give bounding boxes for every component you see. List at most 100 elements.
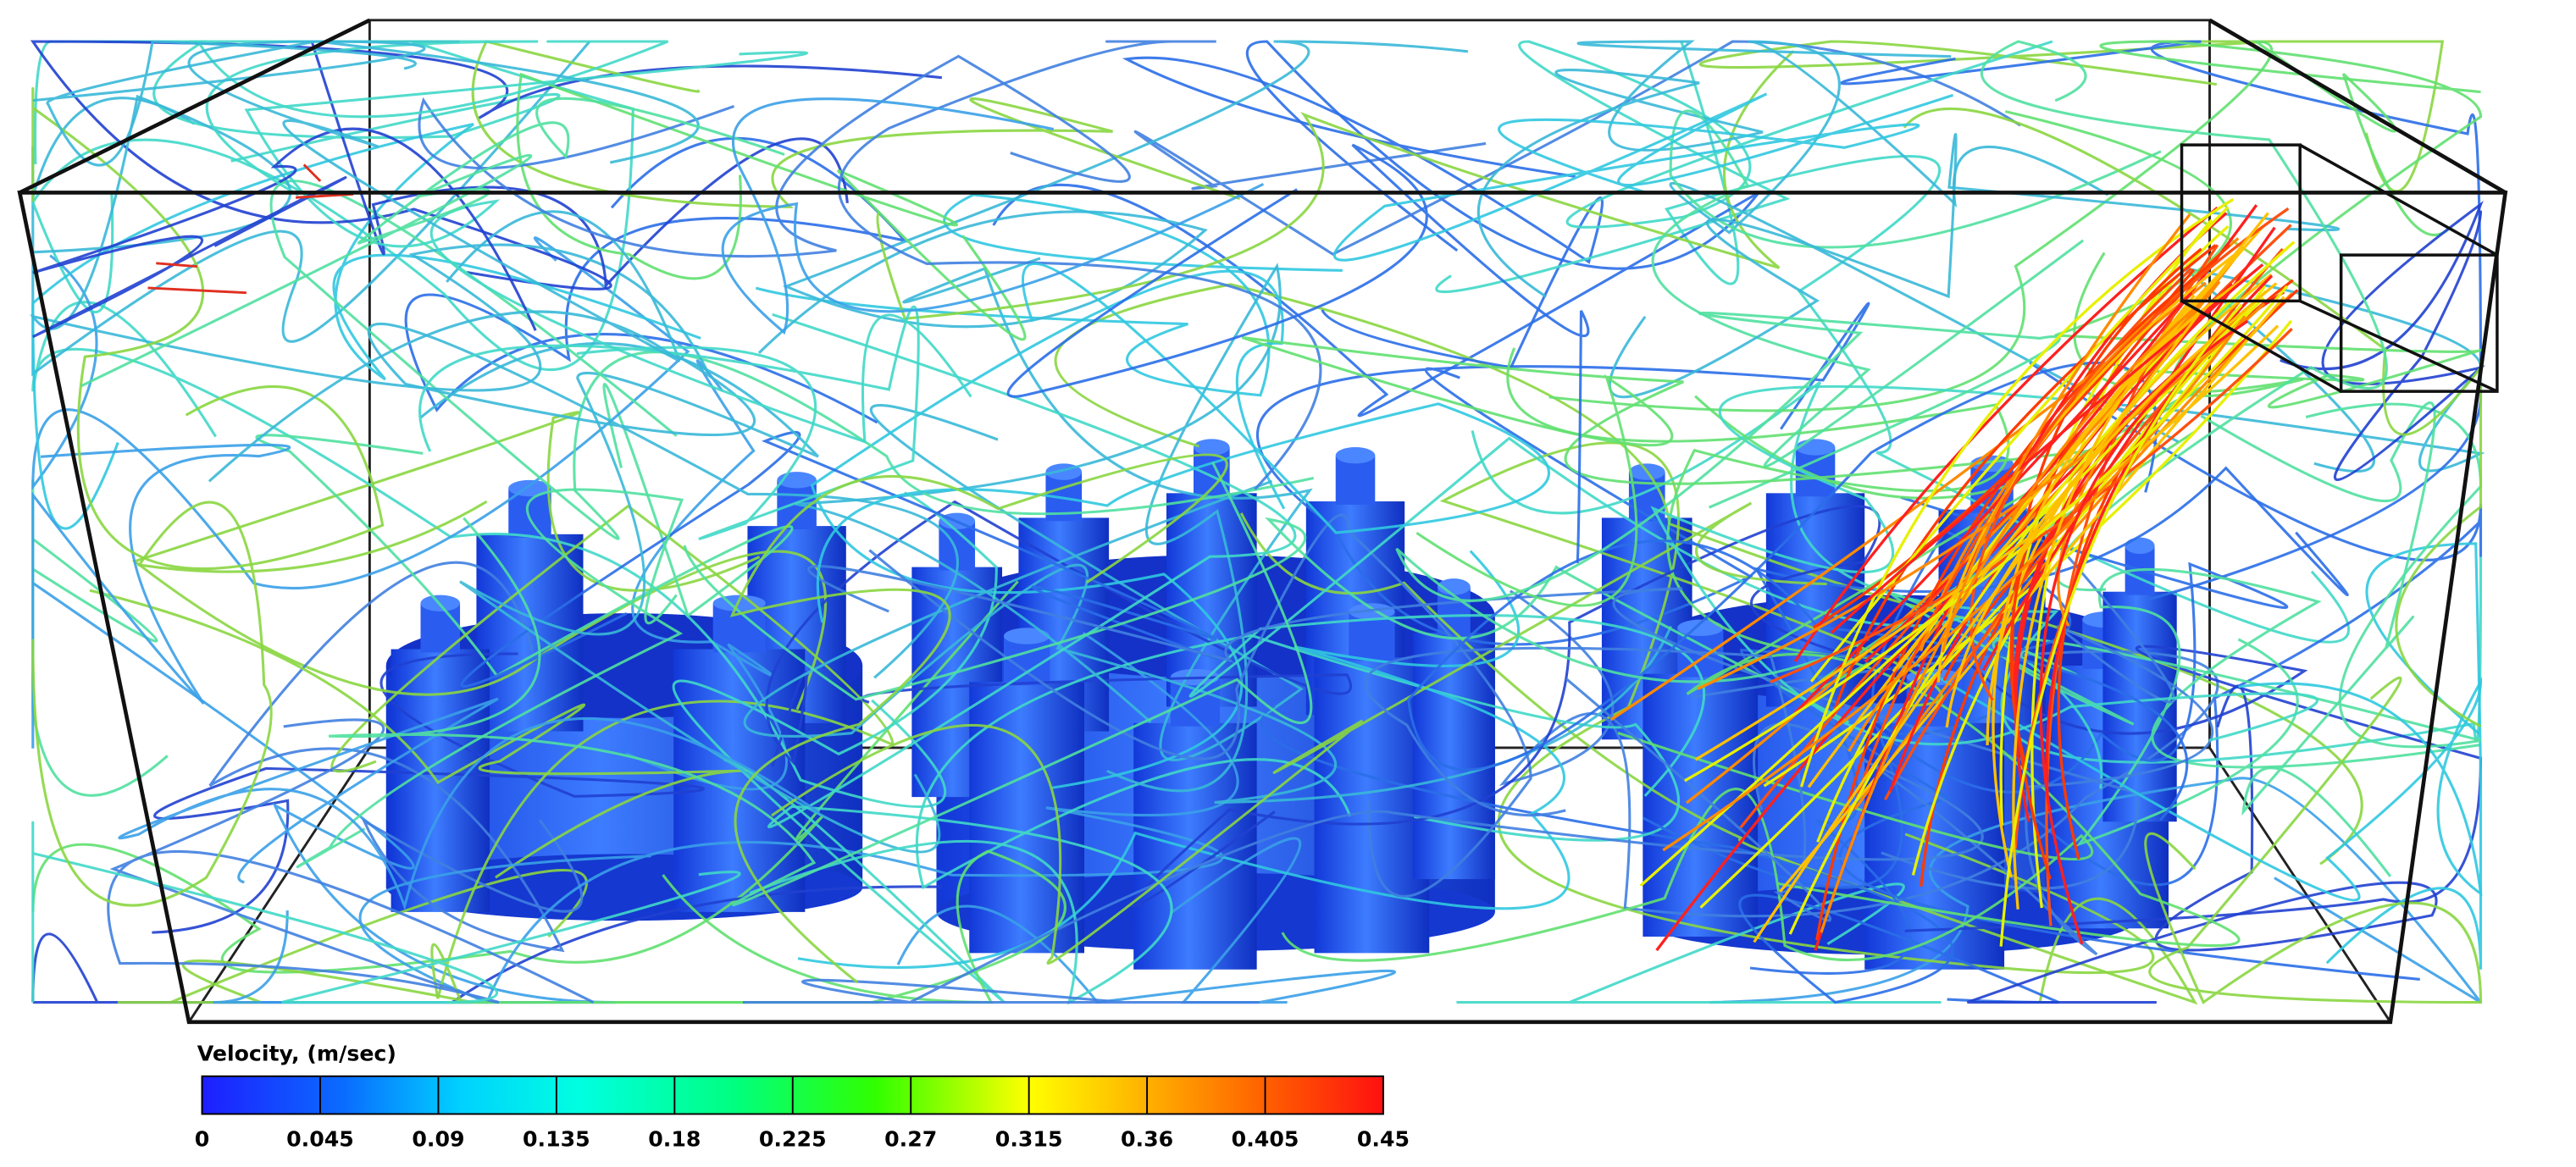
streamline — [1999, 303, 2243, 947]
streamline — [1694, 324, 2280, 761]
colorbar-tick-label: 0.045 — [286, 1126, 354, 1151]
streamline — [189, 40, 669, 196]
streamline — [1830, 263, 2264, 634]
streamline — [868, 513, 1532, 898]
streamline — [743, 755, 1984, 1004]
streamline — [31, 443, 291, 749]
streamline — [721, 97, 1265, 335]
streamline — [1799, 197, 2235, 788]
streamline — [1831, 244, 2217, 717]
streamline — [30, 40, 943, 290]
column-cap — [1795, 439, 1836, 456]
colorbar-tick-label: 0.09 — [412, 1126, 464, 1151]
streamline — [992, 40, 1760, 418]
streamline — [516, 72, 1027, 341]
streamline — [2025, 361, 2483, 887]
streamline — [32, 127, 537, 339]
streamline — [1608, 132, 2341, 399]
streamline — [367, 210, 959, 679]
streamline — [1476, 40, 1952, 298]
streamline — [1281, 732, 2094, 962]
streamline — [1407, 361, 2189, 821]
streamline — [31, 500, 488, 907]
colorbar: Velocity, (m/sec) 0 0.045 0.09 0.135 0.18 0.2… — [195, 1042, 1410, 1152]
domain-box-front — [17, 18, 2508, 1025]
streamline — [1896, 651, 2483, 902]
streamline — [1788, 241, 2296, 935]
streamline — [330, 504, 895, 1004]
streamline — [2004, 110, 2483, 409]
streamline — [1133, 40, 2021, 256]
streamline — [683, 517, 1850, 724]
streamline — [1941, 213, 2191, 653]
streamline — [2075, 567, 2481, 848]
streamline — [1499, 589, 2219, 918]
streamline — [1966, 684, 2438, 1004]
streamline — [810, 269, 1286, 789]
streamline — [807, 565, 2141, 890]
streamline — [1779, 296, 2285, 893]
streamline — [296, 488, 684, 869]
streamline — [2200, 401, 2436, 877]
column — [2102, 591, 2177, 822]
column — [476, 534, 584, 732]
streamline — [1820, 306, 2197, 933]
colorbar-title: Velocity, (m/sec) — [197, 1042, 396, 1066]
streamline — [771, 501, 1827, 965]
streamlines — [30, 40, 2486, 1005]
streamline — [1122, 56, 1604, 369]
colorbar-tick-label: 0.36 — [1121, 1126, 1173, 1151]
column — [969, 682, 1085, 954]
streamline — [1892, 294, 2196, 672]
streamline — [80, 97, 785, 388]
streamline — [187, 40, 700, 483]
streamline — [915, 633, 1681, 890]
streamline — [1260, 704, 2059, 1004]
streamline — [471, 40, 1241, 208]
streamline — [1006, 143, 1590, 564]
colorbar-tick-label: 0.225 — [759, 1126, 827, 1151]
streamline — [419, 341, 941, 854]
streamline — [2057, 280, 2221, 627]
streamline — [1456, 882, 1942, 1004]
streamline — [32, 40, 426, 167]
streamline — [1395, 311, 2061, 683]
streamline — [208, 561, 584, 953]
inlet-streamline — [147, 163, 354, 295]
streamline — [755, 193, 1343, 397]
streamline — [1650, 384, 2319, 746]
streamline — [672, 491, 1005, 1004]
streamline — [1793, 206, 2219, 662]
streamline — [31, 87, 385, 570]
streamline — [1239, 512, 2198, 1005]
streamline — [1753, 313, 2200, 943]
streamline — [418, 54, 1131, 258]
streamline — [2144, 676, 2483, 1004]
colorbar-tick-label: 0.45 — [1357, 1126, 1410, 1151]
streamline — [1651, 109, 2162, 468]
streamline — [244, 51, 972, 444]
streamline — [31, 821, 741, 1004]
column-cap — [1335, 447, 1376, 464]
colorbar-tick-label: 0.135 — [523, 1126, 590, 1151]
colorbar-tick-label: 0.315 — [995, 1126, 1063, 1151]
streamline — [1643, 495, 2289, 889]
streamline — [1435, 40, 2053, 294]
streamline — [1793, 291, 2193, 715]
streamline — [1684, 285, 2289, 783]
streamline — [1770, 328, 2293, 683]
streamline — [460, 430, 1220, 688]
streamline — [31, 582, 616, 1004]
streamline — [404, 136, 909, 424]
streamline — [31, 40, 591, 377]
streamline — [358, 632, 1239, 1004]
streamline — [1698, 40, 2445, 193]
column — [673, 649, 806, 912]
streamline — [1471, 380, 2483, 764]
column — [1314, 657, 1430, 954]
streamline — [1945, 282, 2278, 728]
streamline — [31, 40, 634, 372]
colorbar-tick-label: 0 — [195, 1126, 210, 1151]
streamline — [1241, 335, 2115, 607]
